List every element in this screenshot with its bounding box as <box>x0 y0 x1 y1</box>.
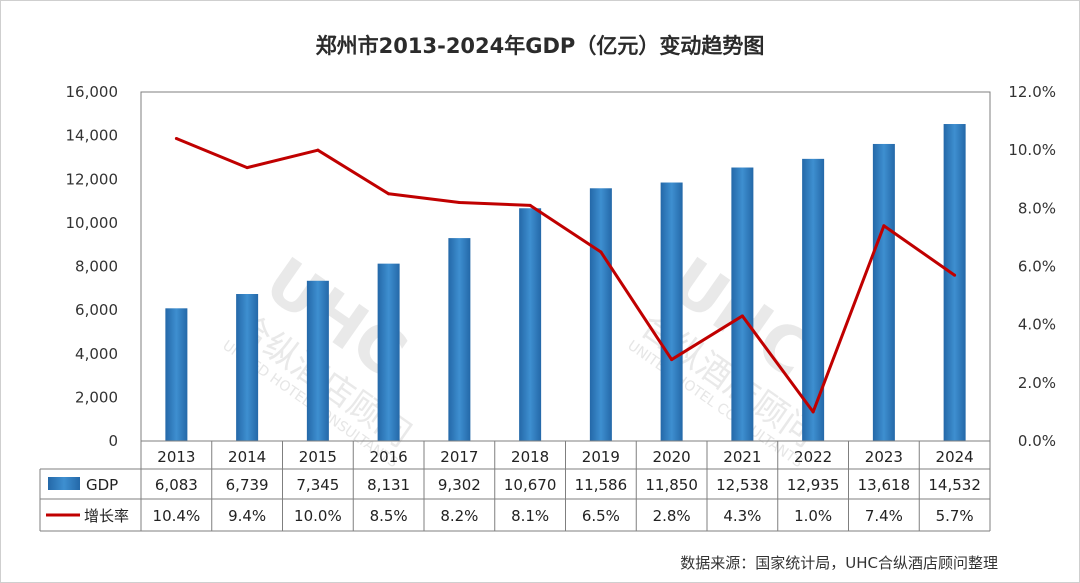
growth-value-label: 1.0% <box>794 507 832 525</box>
gdp-value-label: 10,670 <box>504 476 557 494</box>
growth-point-2019 <box>599 250 603 254</box>
gdp-value-label: 11,850 <box>645 476 698 494</box>
left-tick-label: 4,000 <box>75 345 118 363</box>
legend-growth-label: 增长率 <box>84 507 129 525</box>
growth-point-2023 <box>882 224 886 228</box>
gdp-value-label: 11,586 <box>575 476 628 494</box>
growth-value-label: 8.2% <box>440 507 478 525</box>
growth-point-2021 <box>740 314 744 318</box>
growth-point-2015 <box>316 148 320 152</box>
right-tick-label: 10.0% <box>1008 141 1056 159</box>
growth-point-2018 <box>528 203 532 207</box>
bar-2016 <box>377 263 400 441</box>
gdp-value-label: 9,302 <box>438 476 481 494</box>
growth-point-2016 <box>387 192 391 196</box>
growth-rate-line <box>175 137 956 414</box>
growth-point-2020 <box>670 358 674 362</box>
data-table: 2013 2014 2015 2016 2017 2018 2019 2020 2021 2022… <box>39 440 991 532</box>
left-tick-label: 10,000 <box>66 214 119 232</box>
left-axis: 0 2,000 4,000 6,000 8,000 10,000 12,000 14,000 1… <box>66 83 119 450</box>
growth-value-label: 4.3% <box>723 507 761 525</box>
growth-point-2013 <box>174 137 178 141</box>
bar-2022 <box>802 158 825 441</box>
gdp-value-label: 12,935 <box>787 476 840 494</box>
source-note: 数据来源：国家统计局，UHC合纵酒店顾问整理 <box>680 554 998 572</box>
bar-2021 <box>731 167 754 441</box>
bar-2017 <box>448 238 471 441</box>
right-tick-label: 12.0% <box>1008 83 1056 101</box>
x-tick-label: 2019 <box>582 448 620 466</box>
growth-value-label: 9.4% <box>228 507 266 525</box>
gdp-value-label: 14,532 <box>928 476 981 494</box>
bar-2015 <box>306 280 329 441</box>
plot-area <box>140 91 991 442</box>
gdp-value-label: 8,131 <box>367 476 410 494</box>
x-tick-label: 2013 <box>157 448 195 466</box>
bar-2018 <box>519 208 542 441</box>
gdp-value-label: 12,538 <box>716 476 769 494</box>
left-tick-label: 6,000 <box>75 301 118 319</box>
bar-2019 <box>589 188 612 441</box>
growth-value-label: 7.4% <box>865 507 903 525</box>
growth-point-2022 <box>811 410 815 414</box>
right-tick-label: 6.0% <box>1018 258 1056 276</box>
growth-value-label: 10.0% <box>294 507 342 525</box>
bar-2024 <box>943 124 966 441</box>
chart-title: 郑州市2013-2024年GDP（亿元）变动趋势图 <box>316 34 765 58</box>
bar-2014 <box>236 294 259 441</box>
x-tick-label: 2021 <box>723 448 761 466</box>
gdp-bars <box>165 124 966 441</box>
gdp-value-label: 13,618 <box>858 476 911 494</box>
left-tick-label: 12,000 <box>66 170 119 188</box>
bar-2020 <box>660 182 683 441</box>
x-tick-label: 2017 <box>440 448 478 466</box>
gdp-value-label: 7,345 <box>296 476 339 494</box>
left-tick-label: 14,000 <box>66 127 119 145</box>
x-tick-label: 2024 <box>936 448 974 466</box>
x-tick-label: 2014 <box>228 448 266 466</box>
bar-2013 <box>165 308 188 441</box>
x-tick-label: 2020 <box>653 448 691 466</box>
right-axis: 0.0% 2.0% 4.0% 6.0% 8.0% 10.0% 12.0% <box>1008 83 1056 450</box>
bar-2023 <box>872 143 895 441</box>
left-tick-label: 0 <box>108 432 118 450</box>
growth-value-label: 8.1% <box>511 507 549 525</box>
growth-value-label: 2.8% <box>653 507 691 525</box>
right-tick-label: 4.0% <box>1018 316 1056 334</box>
left-tick-label: 2,000 <box>75 388 118 406</box>
gdp-value-label: 6,083 <box>155 476 198 494</box>
growth-point-2024 <box>953 273 957 277</box>
legend-gdp-swatch <box>48 477 80 490</box>
growth-value-label: 6.5% <box>582 507 620 525</box>
left-tick-label: 16,000 <box>66 83 119 101</box>
gdp-value-label: 6,739 <box>226 476 269 494</box>
growth-value-label: 10.4% <box>153 507 201 525</box>
left-tick-label: 8,000 <box>75 258 118 276</box>
growth-line <box>174 137 957 414</box>
x-tick-label: 2018 <box>511 448 549 466</box>
x-tick-label: 2016 <box>370 448 408 466</box>
growth-point-2017 <box>457 201 461 205</box>
growth-point-2014 <box>245 166 249 170</box>
growth-value-label: 8.5% <box>370 507 408 525</box>
right-tick-label: 8.0% <box>1018 199 1056 217</box>
right-tick-label: 0.0% <box>1018 432 1056 450</box>
legend-gdp-label: GDP <box>86 476 118 494</box>
x-tick-label: 2022 <box>794 448 832 466</box>
x-tick-label: 2015 <box>299 448 337 466</box>
x-tick-label: 2023 <box>865 448 903 466</box>
right-tick-label: 2.0% <box>1018 374 1056 392</box>
growth-value-label: 5.7% <box>936 507 974 525</box>
